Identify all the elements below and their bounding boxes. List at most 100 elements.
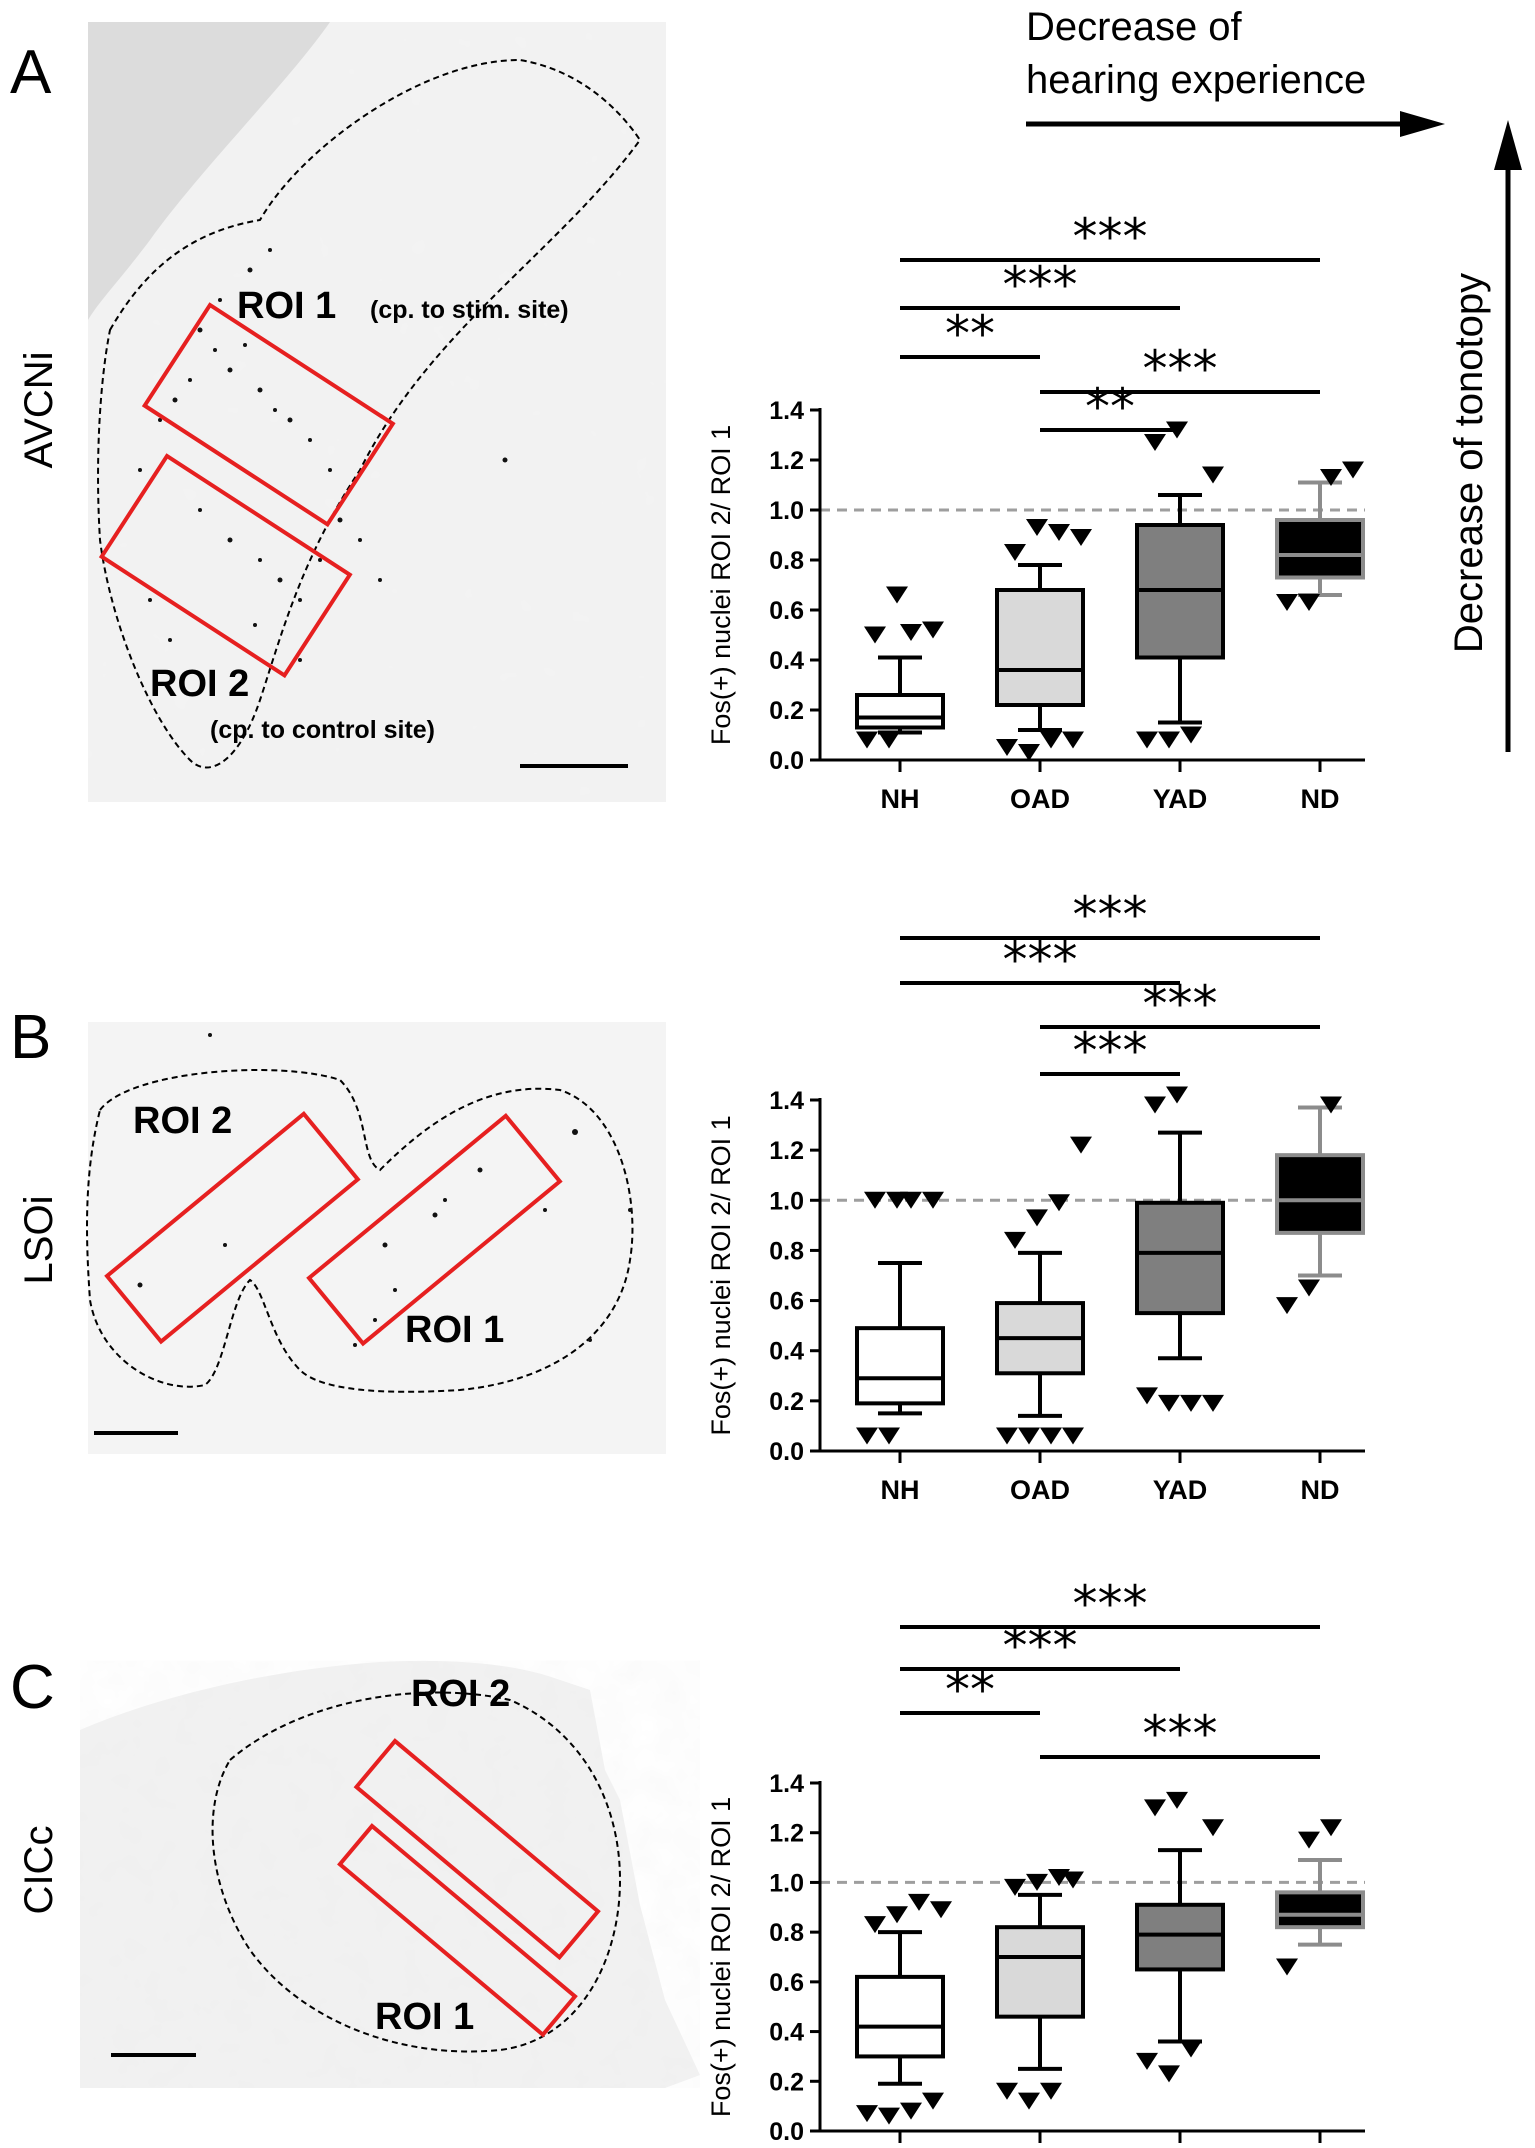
outlier-marker — [856, 2105, 878, 2123]
outlier-marker — [1202, 1819, 1224, 1837]
outlier-marker — [900, 624, 922, 641]
significance-label: *** — [1143, 1705, 1218, 1763]
y-tick-label: 0.8 — [769, 547, 804, 575]
box-iqr — [855, 1326, 945, 1406]
outlier-marker — [1070, 529, 1092, 546]
outlier-marker — [878, 731, 900, 749]
y-tick-label: 1.0 — [769, 1187, 804, 1215]
box-iqr — [855, 1974, 945, 2059]
outlier-marker — [930, 1901, 952, 1919]
outlier-marker — [1166, 1086, 1188, 1104]
region-label-b: LSOi — [17, 1196, 61, 1285]
outlier-marker — [1040, 731, 1062, 749]
x-category-label: YAD — [1153, 784, 1208, 814]
significance-bracket: *** — [900, 931, 1180, 989]
box-iqr — [995, 588, 1085, 707]
outlier-marker — [1276, 1297, 1298, 1315]
significance-bracket: *** — [1040, 1022, 1180, 1080]
y-tick-label: 0.0 — [769, 1438, 804, 1466]
roi-a-1-note: (cp. to stim. site) — [370, 296, 569, 324]
significance-label: *** — [1073, 1022, 1148, 1080]
outlier-marker — [1026, 1873, 1048, 1891]
outlier-marker — [1158, 1394, 1180, 1412]
box-iqr — [1275, 1153, 1365, 1235]
outlier-marker — [900, 2102, 922, 2120]
box-iqr — [1135, 1902, 1225, 1972]
micrograph-a-dark-region — [88, 22, 330, 320]
roi-c-1-label: ROI 1 — [375, 1996, 474, 2038]
significance-label: *** — [1003, 256, 1078, 314]
box-yad — [1135, 1791, 1225, 2083]
significance-bracket: ** — [900, 1661, 1040, 1719]
outlier-marker — [1202, 466, 1224, 484]
boxplot-lsoi: 0.0 0.2 0.4 0.6 0.8 1.0 1.2 1.4 Fos(+) nuclei RO… — [706, 886, 1365, 1505]
outlier-marker — [1136, 1387, 1158, 1405]
outlier-marker — [1062, 731, 1084, 749]
y-tick-label: 1.2 — [769, 1137, 804, 1165]
fos-nuclei-b — [137, 1033, 632, 1347]
outlier-marker — [856, 731, 878, 749]
significance-label: ** — [945, 1661, 995, 1719]
roi-box-c-1 — [337, 1823, 578, 2038]
box-iqr — [995, 1925, 1085, 2019]
significance-label: ** — [1085, 378, 1135, 436]
x-category-label: NH — [881, 1475, 920, 1505]
x-category-label: NH — [881, 784, 920, 814]
outlier-marker — [1040, 2082, 1062, 2100]
roi-box-c-2 — [353, 1738, 601, 1961]
y-tick-label: 0.4 — [769, 2019, 804, 2047]
outlier-marker — [1048, 524, 1070, 541]
significance-label: *** — [1143, 975, 1218, 1033]
y-axis-label: Fos(+) nuclei ROI 2/ ROI 1 — [706, 1797, 736, 2117]
outlier-marker — [864, 626, 886, 644]
significance-bracket: *** — [1040, 340, 1320, 398]
panel-label-a: A — [10, 38, 52, 107]
outlier-marker — [1026, 519, 1048, 536]
outlier-marker — [886, 1191, 908, 1209]
roi-box-b-2 — [104, 1110, 361, 1345]
outlier-marker — [1062, 1871, 1084, 1889]
fos-nuclei-a — [138, 248, 508, 662]
outlier-marker — [1320, 1096, 1342, 1114]
outlier-marker — [1180, 1394, 1202, 1412]
significance-bracket: *** — [900, 1617, 1180, 1675]
outlier-marker — [1018, 744, 1040, 761]
significance-label: *** — [1073, 1575, 1148, 1633]
x-category-label: YAD — [1153, 1475, 1208, 1505]
significance-bracket: *** — [900, 208, 1320, 266]
x-category-label: OAD — [1010, 784, 1070, 814]
box-iqr — [1275, 1890, 1365, 1930]
significance-bracket: ** — [1040, 378, 1180, 436]
horizontal-trend-label-2: hearing experience — [1026, 58, 1366, 102]
significance-bracket: *** — [900, 1575, 1320, 1633]
outlier-marker — [1018, 1427, 1040, 1445]
outlier-marker — [1004, 544, 1026, 561]
boxplot-cicc: 0.0 0.2 0.4 0.6 0.8 1.0 1.2 1.4 Fos(+) nuclei RO… — [706, 1575, 1365, 2146]
y-axis-label: Fos(+) nuclei ROI 2/ ROI 1 — [706, 1115, 736, 1435]
roi-b-1-label: ROI 1 — [405, 1309, 504, 1351]
outlier-marker — [878, 1427, 900, 1445]
box-oad — [995, 1868, 1085, 2110]
panel-label-c: C — [10, 1653, 55, 1722]
outlier-marker — [1048, 1868, 1070, 1886]
outlier-marker — [1070, 1136, 1092, 1154]
box-yad — [1135, 421, 1225, 749]
y-tick-label: 0.2 — [769, 1388, 804, 1416]
outlier-marker — [1026, 1209, 1048, 1227]
box-oad — [995, 519, 1092, 761]
box-nh — [855, 1893, 952, 2125]
y-tick-label: 0.2 — [769, 697, 804, 725]
outlier-marker — [1276, 1958, 1298, 1976]
outlier-marker — [996, 2082, 1018, 2100]
roi-c-2-label: ROI 2 — [411, 1673, 510, 1715]
y-tick-label: 1.4 — [769, 1770, 804, 1798]
roi-box-a-2 — [98, 453, 353, 679]
micrograph-b: ROI 2 ROI 1 — [86, 1022, 666, 1454]
outlier-marker — [1298, 1831, 1320, 1849]
y-tick-label: 0.4 — [769, 647, 804, 675]
outlier-marker — [856, 1427, 878, 1445]
outlier-marker — [1144, 434, 1166, 451]
significance-label: *** — [1003, 931, 1078, 989]
outlier-marker — [864, 1191, 886, 1209]
y-tick-label: 1.0 — [769, 1869, 804, 1897]
